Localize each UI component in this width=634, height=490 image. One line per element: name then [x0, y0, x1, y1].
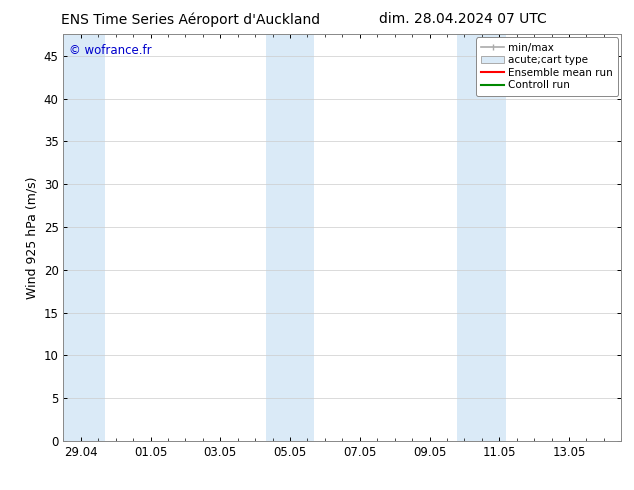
Text: ENS Time Series Aéroport d'Auckland: ENS Time Series Aéroport d'Auckland — [61, 12, 320, 27]
Bar — [266, 34, 314, 441]
Y-axis label: Wind 925 hPa (m/s): Wind 925 hPa (m/s) — [25, 176, 38, 299]
Text: dim. 28.04.2024 07 UTC: dim. 28.04.2024 07 UTC — [379, 12, 547, 26]
Bar — [60, 34, 105, 441]
Bar — [458, 34, 506, 441]
Text: © wofrance.fr: © wofrance.fr — [69, 45, 152, 57]
Legend: min/max, acute;cart type, Ensemble mean run, Controll run: min/max, acute;cart type, Ensemble mean … — [476, 37, 618, 96]
